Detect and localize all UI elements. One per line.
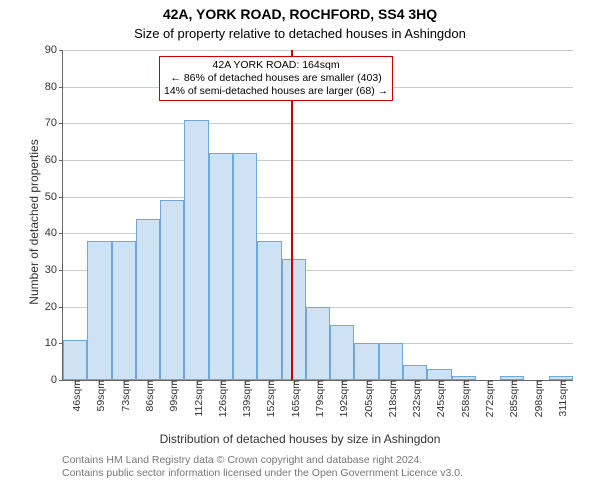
histogram-bar <box>379 343 403 380</box>
chart-container: 42A, YORK ROAD, ROCHFORD, SS4 3HQ Size o… <box>0 0 600 500</box>
ytick-label: 70 <box>45 117 63 129</box>
xtick-label: 192sqm <box>334 380 350 417</box>
histogram-bar <box>330 325 354 380</box>
gridline <box>63 160 573 161</box>
xtick-label: 298sqm <box>529 380 545 417</box>
ytick-label: 80 <box>45 81 63 93</box>
footer-line2: Contains public sector information licen… <box>62 467 463 480</box>
ytick-label: 60 <box>45 154 63 166</box>
xtick-label: 59sqm <box>91 380 107 412</box>
xtick-label: 245sqm <box>431 380 447 417</box>
xtick-label: 232sqm <box>407 380 423 417</box>
xtick-label: 152sqm <box>261 380 277 417</box>
xtick-label: 165sqm <box>286 380 302 417</box>
histogram-bar <box>184 120 208 380</box>
y-axis-label: Number of detached properties <box>27 122 41 322</box>
x-axis-label: Distribution of detached houses by size … <box>0 432 600 446</box>
ytick-label: 10 <box>45 337 63 349</box>
histogram-bar <box>233 153 257 380</box>
ytick-label: 40 <box>45 227 63 239</box>
xtick-label: 86sqm <box>140 380 156 412</box>
xtick-label: 285sqm <box>504 380 520 417</box>
annotation-line3: 14% of semi-detached houses are larger (… <box>164 85 388 98</box>
annotation-line1: 42A YORK ROAD: 164sqm <box>164 59 388 72</box>
gridline <box>63 123 573 124</box>
xtick-label: 99sqm <box>164 380 180 412</box>
histogram-bar <box>403 365 427 380</box>
histogram-bar <box>257 241 281 380</box>
histogram-bar <box>112 241 136 380</box>
xtick-label: 205sqm <box>359 380 375 417</box>
histogram-bar <box>427 369 451 380</box>
ytick-label: 0 <box>51 374 63 386</box>
ytick-label: 20 <box>45 301 63 313</box>
ytick-label: 90 <box>45 44 63 56</box>
xtick-label: 126sqm <box>213 380 229 417</box>
annotation-box: 42A YORK ROAD: 164sqm ← 86% of detached … <box>159 56 393 101</box>
xtick-label: 311sqm <box>553 380 569 417</box>
histogram-bar <box>160 200 184 380</box>
ytick-label: 30 <box>45 264 63 276</box>
xtick-label: 73sqm <box>116 380 132 412</box>
histogram-bar <box>209 153 233 380</box>
histogram-bar <box>87 241 111 380</box>
xtick-label: 46sqm <box>67 380 83 412</box>
xtick-label: 112sqm <box>189 380 205 417</box>
ytick-label: 50 <box>45 191 63 203</box>
xtick-label: 258sqm <box>456 380 472 417</box>
xtick-label: 218sqm <box>383 380 399 417</box>
xtick-label: 272sqm <box>480 380 496 417</box>
histogram-bar <box>354 343 378 380</box>
histogram-bar <box>282 259 306 380</box>
chart-subtitle: Size of property relative to detached ho… <box>0 26 600 41</box>
footer-line1: Contains HM Land Registry data © Crown c… <box>62 454 463 467</box>
xtick-label: 139sqm <box>237 380 253 417</box>
histogram-bar <box>136 219 160 380</box>
gridline <box>63 197 573 198</box>
histogram-bar <box>306 307 330 380</box>
xtick-label: 179sqm <box>310 380 326 417</box>
gridline <box>63 50 573 51</box>
footer-attribution: Contains HM Land Registry data © Crown c… <box>62 454 463 480</box>
plot-area: 42A YORK ROAD: 164sqm ← 86% of detached … <box>62 50 573 381</box>
annotation-line2: ← 86% of detached houses are smaller (40… <box>164 72 388 85</box>
chart-title: 42A, YORK ROAD, ROCHFORD, SS4 3HQ <box>0 6 600 22</box>
histogram-bar <box>63 340 87 380</box>
